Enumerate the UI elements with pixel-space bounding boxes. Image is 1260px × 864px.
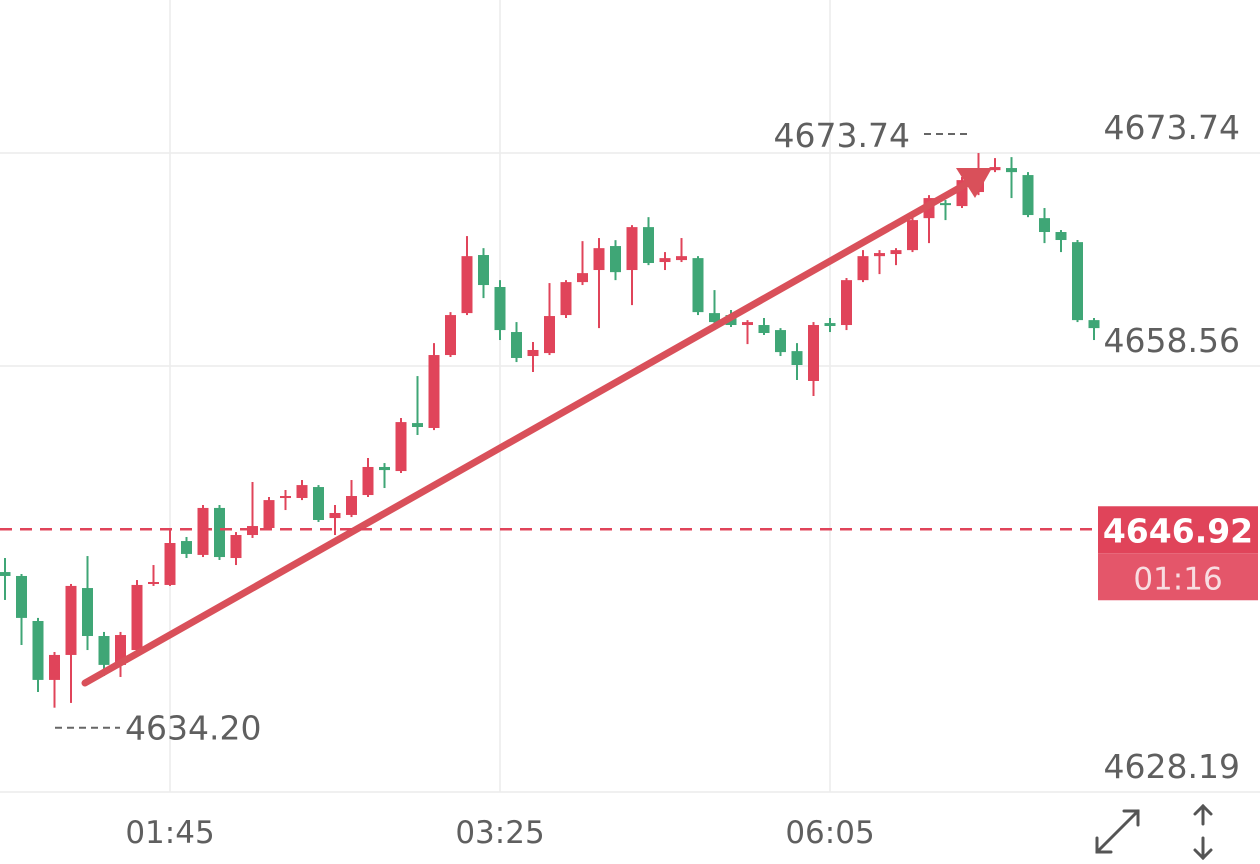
candle-body (659, 258, 671, 263)
candle-body (676, 256, 687, 261)
y-tick-label: 4628.19 (1104, 747, 1240, 786)
candle-body (824, 323, 836, 327)
candle-body (247, 526, 258, 536)
candle-body (478, 255, 489, 286)
candle-body (890, 250, 902, 255)
candle-body (181, 541, 192, 554)
candle-body (709, 313, 720, 323)
candle-body (346, 496, 357, 515)
candle-body (164, 543, 176, 585)
candle-body (1006, 168, 1017, 173)
candle-body (412, 423, 423, 428)
candle-body (874, 253, 885, 257)
candle-body (577, 273, 588, 283)
candle-body (214, 507, 225, 558)
candle-body (544, 316, 555, 354)
candle-body (296, 485, 308, 498)
candle-body (49, 654, 60, 680)
x-tick-label: 03:25 (455, 815, 544, 851)
candle-body (82, 588, 93, 637)
scale-icon[interactable] (1193, 803, 1213, 861)
candle-body (263, 500, 275, 528)
candle-body (329, 512, 341, 519)
candle-body (197, 507, 209, 555)
candle-body (115, 635, 126, 665)
candle-body (494, 287, 506, 331)
candle-body (956, 180, 968, 207)
candle-body (230, 535, 242, 559)
countdown-tag (1098, 553, 1258, 601)
annotations (0, 133, 1098, 729)
candle-body (1039, 218, 1050, 233)
x-tick-label: 06:05 (785, 815, 874, 851)
last-price-tag (1098, 506, 1258, 554)
candle-body (692, 258, 704, 313)
candle-body (610, 246, 621, 273)
candle-body (808, 325, 819, 381)
candle-body (32, 621, 44, 680)
candle-body (65, 585, 77, 655)
candle-body (593, 248, 605, 271)
y-tick-label: 4658.56 (1104, 321, 1240, 360)
grid (0, 0, 1260, 793)
candle-body (511, 332, 522, 358)
candle-body (1088, 320, 1100, 329)
expand-icon[interactable] (1095, 809, 1140, 854)
x-tick-label: 01:45 (125, 815, 214, 851)
candle-body (742, 322, 753, 326)
candle-body (98, 636, 110, 665)
candle-body (1055, 232, 1067, 241)
candle-body (395, 422, 407, 472)
candle-body (626, 227, 638, 271)
candle-body (907, 220, 918, 251)
candle-body (775, 330, 786, 353)
countdown-label: 01:16 (1133, 561, 1222, 597)
trend-arrow-line (81, 179, 972, 687)
candle-body (1072, 242, 1083, 321)
candle-body (643, 227, 654, 264)
candle-body (0, 572, 11, 576)
candle-body (445, 315, 456, 356)
high-marker-label: 4673.74 (774, 116, 910, 155)
candle-body (527, 349, 539, 357)
candle-body (313, 487, 324, 521)
candle-body (131, 584, 143, 651)
candle-body (560, 282, 572, 316)
candle-body (1022, 175, 1034, 216)
candle-body (16, 575, 27, 618)
candle-body (379, 466, 390, 471)
candle-body (841, 280, 852, 326)
last-price-label: 4646.92 (1103, 511, 1253, 550)
candle-body (857, 256, 869, 281)
low-marker-label: 4634.20 (125, 709, 261, 748)
candle-body (280, 496, 291, 499)
y-tick-label: 4673.74 (1104, 108, 1240, 147)
candle-body (940, 203, 951, 206)
candle-body (758, 325, 770, 334)
candle-body (791, 351, 803, 365)
candle-body (989, 167, 1001, 171)
candle-body (148, 582, 159, 585)
candle-body (428, 355, 440, 428)
labels: 4628.19 4658.56 4673.74 01:45 03:25 06:05 4673… (125, 108, 1258, 851)
trend-arrow-head (956, 168, 992, 198)
candles (0, 153, 1100, 708)
candle-body (362, 466, 374, 496)
candle-body (461, 256, 473, 314)
